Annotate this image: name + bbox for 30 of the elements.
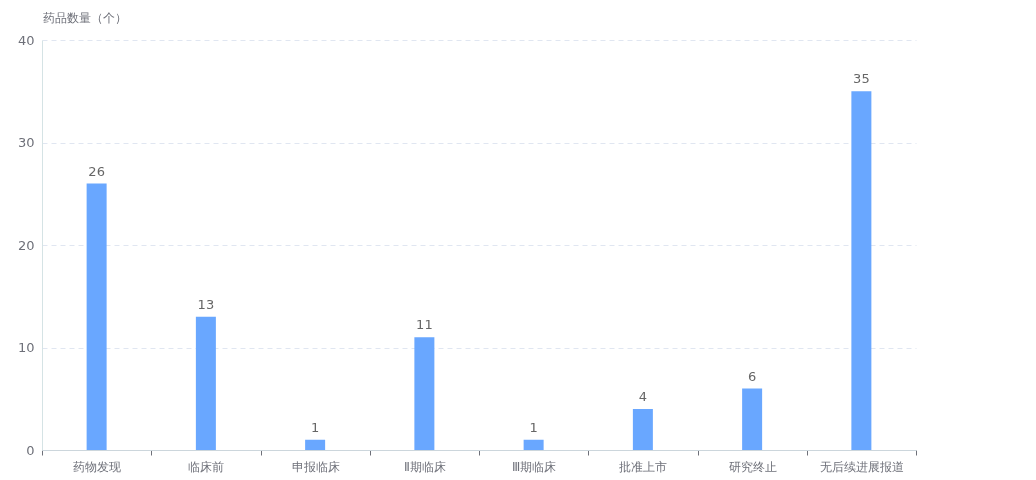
- data-label: 26: [88, 163, 105, 179]
- bar: [851, 91, 872, 450]
- x-tick-label: Ⅲ期临床: [511, 459, 557, 474]
- x-tick-label: 研究终止: [728, 459, 777, 474]
- x-tick-label: 批准上市: [619, 459, 668, 474]
- y-tick-label: 10: [17, 340, 35, 355]
- data-label: 1: [310, 419, 320, 435]
- data-label: 13: [197, 296, 215, 312]
- x-tick-label: 无后续进展报道: [819, 459, 904, 474]
- x-tick-label: 申报临床: [291, 459, 340, 474]
- data-label: 6: [747, 368, 757, 384]
- y-tick-label: 40: [17, 32, 35, 48]
- bar: [305, 439, 326, 450]
- y-axis-title: 药品数量（个）: [42, 10, 127, 25]
- data-label: 1: [529, 419, 538, 435]
- x-tick-label: Ⅱ期临床: [403, 459, 446, 474]
- bar: [742, 388, 763, 450]
- bar: [523, 439, 544, 450]
- data-label: 4: [638, 389, 648, 404]
- x-tick-label: 临床前: [188, 459, 225, 474]
- bar: [414, 337, 435, 450]
- x-tick-label: 药物发现: [73, 459, 122, 474]
- data-label: 35: [853, 71, 870, 87]
- bar: [632, 409, 653, 450]
- bar: [86, 183, 107, 450]
- y-tick-label: 30: [17, 135, 35, 150]
- bar: [195, 316, 216, 450]
- y-tick-label: 20: [17, 237, 35, 253]
- data-label: 11: [416, 317, 433, 333]
- y-tick-label: 0: [26, 442, 35, 458]
